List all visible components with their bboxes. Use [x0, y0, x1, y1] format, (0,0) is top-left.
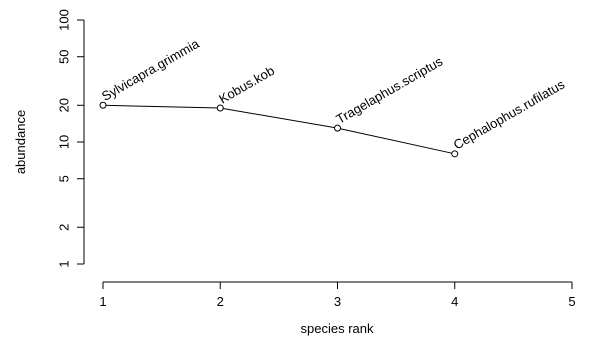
y-tick-label: 50 — [57, 49, 72, 63]
y-tick-label: 2 — [57, 224, 72, 231]
y-tick-label: 20 — [57, 98, 72, 112]
x-tick-label: 4 — [451, 294, 458, 309]
y-axis: 1 2 5 10 20 50 100 — [57, 9, 85, 268]
point-label: Sylvicapra.grimmia — [99, 36, 202, 104]
x-tick-label: 3 — [334, 294, 341, 309]
x-tick-label: 1 — [99, 294, 106, 309]
y-tick-label: 10 — [57, 135, 72, 149]
y-axis-title: abundance — [13, 110, 28, 174]
x-tick-label: 5 — [568, 294, 575, 309]
x-axis: 1 2 3 4 5 — [99, 281, 576, 309]
point-label: Kobus.kob — [216, 63, 277, 107]
data-point — [451, 150, 459, 158]
y-tick-label: 1 — [57, 260, 72, 267]
y-tick-label: 5 — [57, 175, 72, 182]
point-label: Tragelaphus.scriptus — [334, 53, 446, 126]
point-labels: Sylvicapra.grimmia Kobus.kob Tragelaphus.s… — [99, 36, 568, 153]
series-line — [102, 104, 455, 155]
point-label: Cephalophus.rufilatus — [451, 76, 568, 152]
data-point — [334, 124, 341, 132]
series-polyline — [102, 104, 455, 155]
data-point — [216, 104, 224, 112]
data-point — [99, 101, 107, 109]
x-tick-label: 2 — [217, 294, 224, 309]
y-tick-label: 100 — [57, 9, 72, 31]
series-points — [99, 101, 459, 158]
x-axis-title: species rank — [301, 321, 374, 336]
